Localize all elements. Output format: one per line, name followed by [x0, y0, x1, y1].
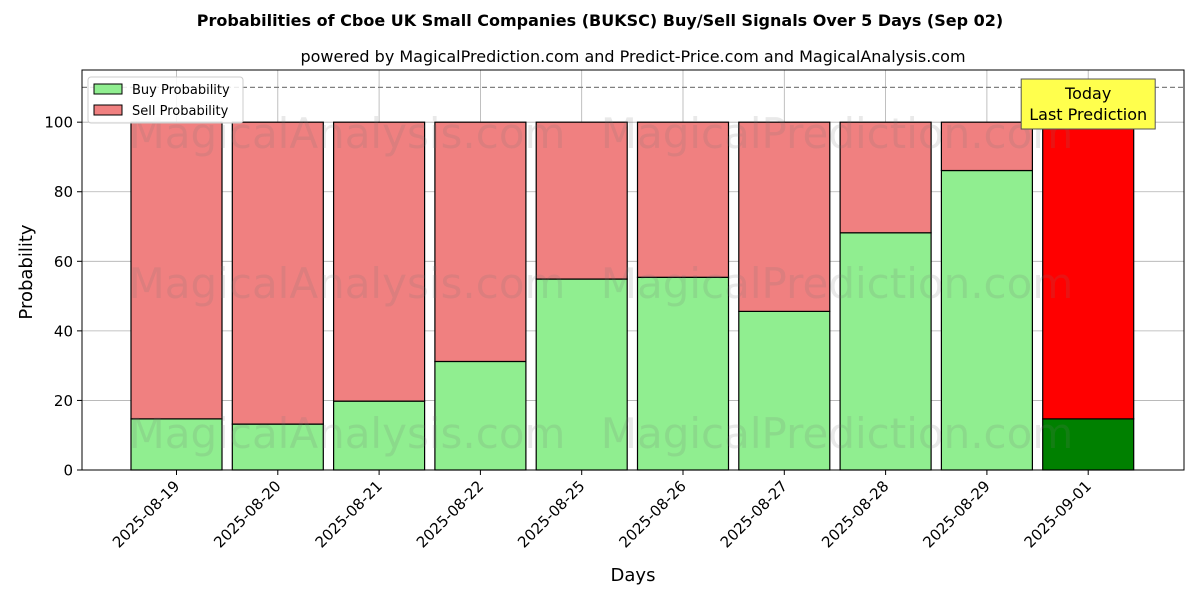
legend-label: Sell Probability [132, 104, 229, 119]
bars [130, 121, 1135, 471]
watermark-text: MagicalAnalysis.com [129, 409, 566, 458]
y-axis-label: Probability [16, 224, 37, 319]
bar-sell [738, 121, 831, 312]
bar-sell [940, 121, 1034, 172]
bar-sell [130, 121, 223, 420]
bar-buy [636, 276, 730, 471]
y-tick-label: 60 [54, 253, 73, 271]
watermark-text: MagicalPrediction.com [601, 259, 1074, 308]
x-tick-label: 2025-08-19 [109, 477, 183, 551]
watermark-text: MagicalPrediction.com [601, 109, 1074, 158]
x-tick-label: 2025-08-21 [312, 477, 386, 551]
legend: Buy Probability Sell Probability [87, 76, 244, 124]
chart-subtitle: powered by MagicalPrediction.com and Pre… [300, 47, 965, 66]
today-annotation: Today Last Prediction [1020, 78, 1156, 130]
legend-label: Buy Probability [132, 83, 230, 98]
y-tick-label: 100 [44, 114, 73, 132]
bar-buy [535, 278, 628, 471]
legend-box [87, 76, 244, 124]
watermark-text: MagicalPrediction.com [601, 409, 1074, 458]
bar-buy [1042, 418, 1135, 471]
legend-swatch [93, 104, 123, 116]
bar-buy [839, 232, 932, 471]
watermark-text: MagicalAnalysis.com [129, 259, 566, 308]
x-tick-label: 2025-08-25 [514, 477, 588, 551]
bar-buy [940, 169, 1034, 471]
bar-sell [1042, 121, 1135, 420]
x-tick-label: 2025-08-28 [818, 477, 892, 551]
bar-sell [636, 121, 730, 278]
bar-buy [333, 400, 426, 471]
x-tick-label: 2025-08-26 [615, 477, 689, 551]
y-tick-label: 80 [54, 183, 73, 201]
plot-frame [81, 69, 1185, 471]
x-tick-label: 2025-08-20 [210, 477, 284, 551]
chart-title: Probabilities of Cboe UK Small Companies… [197, 11, 1003, 30]
y-tick-label: 40 [54, 322, 73, 340]
annotation-text: Today [1064, 84, 1111, 103]
x-tick-label: 2025-08-29 [919, 477, 993, 551]
bar-sell [535, 121, 628, 280]
x-tick-label: 2025-08-22 [413, 477, 487, 551]
y-tick-label: 0 [63, 462, 73, 480]
legend-swatch [93, 83, 123, 95]
bar-buy [738, 310, 831, 471]
bar-sell [839, 121, 932, 234]
bar-sell [333, 121, 426, 402]
bar-sell [434, 121, 527, 363]
annotation-text: Last Prediction [1029, 105, 1147, 124]
x-tick-label: 2025-08-27 [717, 477, 791, 551]
annotation-box [1020, 78, 1156, 130]
y-tick-label: 20 [54, 392, 73, 410]
x-axis-label: Days [611, 565, 656, 586]
x-tick-label: 2025-09-01 [1021, 477, 1095, 551]
bar-sell [231, 121, 324, 425]
